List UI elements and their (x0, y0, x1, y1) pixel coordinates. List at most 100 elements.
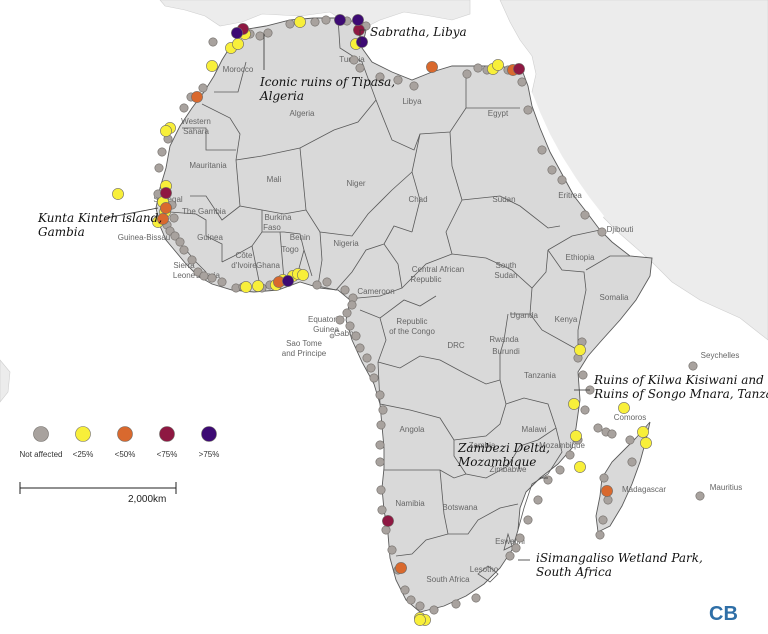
site-marker-lt25 (574, 461, 586, 473)
country-label-burkina-faso-2: Faso (263, 223, 281, 232)
site-marker-lt25 (297, 269, 309, 281)
site-marker-lt50 (157, 213, 169, 225)
site-marker-na (198, 83, 208, 93)
country-labels: MoroccoAlgeriaTunisiaLibyaEgyptWesternSa… (118, 55, 742, 584)
country-label-eritrea: Eritrea (558, 191, 582, 200)
site-marker-lt50 (191, 91, 203, 103)
country-label-nigeria: Nigeria (333, 239, 359, 248)
site-marker-na (580, 210, 590, 220)
country-label-mauritania: Mauritania (189, 161, 227, 170)
country-label-mali: Mali (267, 175, 282, 184)
country-label-namibia: Namibia (395, 499, 425, 508)
site-marker-na (627, 457, 637, 467)
site-marker-na (207, 273, 217, 283)
site-marker-na (400, 585, 410, 595)
country-label-niger: Niger (346, 179, 365, 188)
country-label-benin: Benin (290, 233, 310, 242)
site-marker-lt25 (206, 60, 218, 72)
leader-sabratha (359, 29, 366, 44)
south-america-edge (0, 359, 11, 403)
legend-label-lt75: <75% (157, 450, 178, 459)
country-label-eq-guinea-1: Equatorial (308, 315, 344, 324)
site-marker-lt25 (232, 38, 244, 50)
site-marker-gt75 (352, 14, 364, 26)
site-marker-na (263, 28, 273, 38)
site-marker-na (351, 331, 361, 341)
site-marker-gt75 (356, 36, 368, 48)
legend-swatch-lt75 (159, 426, 175, 442)
site-marker-lt25 (574, 344, 586, 356)
legend-label-lt50: <50% (115, 450, 136, 459)
site-marker-lt50 (160, 202, 172, 214)
site-marker-na (565, 450, 575, 460)
site-marker-na (349, 55, 359, 65)
country-label-seychelles: Seychelles (701, 351, 740, 360)
country-label-drc: DRC (447, 341, 465, 350)
site-marker-na (625, 435, 635, 445)
site-marker-na (595, 530, 605, 540)
site-marker-na (187, 255, 197, 265)
site-marker-na (321, 15, 331, 25)
site-marker-na (312, 280, 322, 290)
site-marker-gt75 (282, 275, 294, 287)
site-marker-na (375, 457, 385, 467)
site-marker-lt25 (570, 430, 582, 442)
site-label-tipasa: Algeria (259, 89, 304, 103)
site-label-kunta-kinteh: Kunta Kinteh island, (37, 211, 162, 225)
site-marker-na (255, 31, 265, 41)
legend-label-lt25: <25% (73, 450, 94, 459)
site-marker-na (515, 533, 525, 543)
site-marker-na (369, 373, 379, 383)
country-label-cote-divoire-2: d'Ivoire (231, 261, 257, 270)
scale-bar-label: 2,000km (128, 494, 166, 505)
site-marker-na (393, 75, 403, 85)
country-label-burkina-faso-1: Burkina (264, 213, 292, 222)
country-label-gabon: Gabon (334, 329, 358, 338)
country-label-sudan: Sudan (492, 195, 515, 204)
site-marker-lt75 (382, 515, 394, 527)
site-marker-lt50 (426, 61, 438, 73)
site-marker-lt25 (160, 125, 172, 137)
site-marker-na (547, 165, 557, 175)
country-label-guinea: Guinea (197, 233, 223, 242)
legend-swatch-na (33, 426, 49, 442)
country-label-cameroon: Cameroon (357, 287, 394, 296)
country-label-western-sahara-1: Western (181, 117, 211, 126)
site-marker-na (340, 285, 350, 295)
country-label-somalia: Somalia (600, 293, 629, 302)
site-marker-na (208, 37, 218, 47)
site-marker-na (523, 515, 533, 525)
site-marker-lt25 (568, 398, 580, 410)
site-marker-lt25 (414, 614, 426, 626)
red-sea-water (528, 92, 604, 222)
site-marker-lt25 (294, 16, 306, 28)
site-marker-na (376, 485, 386, 495)
island-sao-tome (329, 333, 335, 339)
country-label-car-1: Central African (412, 265, 464, 274)
legend-swatch-gt75 (201, 426, 217, 442)
country-label-uganda: Uganda (510, 311, 539, 320)
country-label-south-sudan-2: Sudan (494, 271, 517, 280)
site-marker-na (607, 429, 617, 439)
country-label-sierra-leone-1: Sierra (173, 261, 195, 270)
site-marker-na (366, 363, 376, 373)
site-marker-na (523, 105, 533, 115)
site-marker-na (378, 405, 388, 415)
site-marker-lt25 (618, 402, 630, 414)
leader-kunta-kinteh (105, 207, 159, 219)
site-label-isimangaliso: South Africa (536, 565, 612, 579)
site-marker-na (429, 605, 439, 615)
heritage-sites (112, 14, 705, 626)
country-label-angola: Angola (400, 425, 425, 434)
country-label-eq-guinea-2: Guinea (313, 325, 339, 334)
site-marker-na (471, 593, 481, 603)
site-marker-na (154, 163, 164, 173)
site-marker-na (375, 440, 385, 450)
country-label-burundi: Burundi (492, 347, 520, 356)
site-marker-na (199, 271, 209, 281)
site-marker-lt25 (112, 188, 124, 200)
site-marker-lt25 (492, 59, 504, 71)
legend-swatch-lt25 (75, 426, 91, 442)
annotation-leaders (105, 29, 590, 561)
